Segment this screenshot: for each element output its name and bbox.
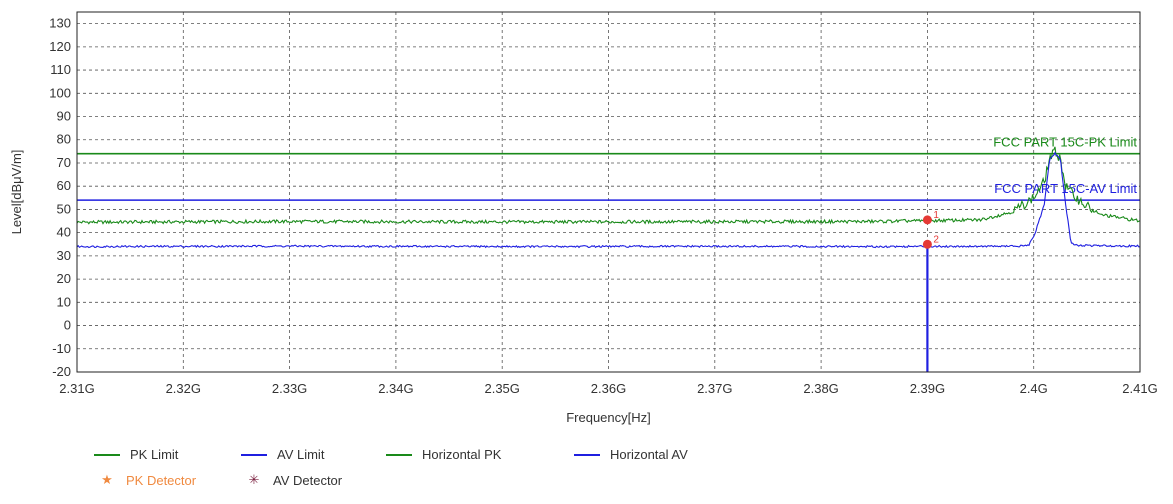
- legend-label: Horizontal AV: [610, 447, 688, 462]
- plot-frame: [76, 11, 1141, 373]
- limit-label: FCC PART 15C-PK Limit: [993, 135, 1137, 150]
- y-tick-label: 100: [49, 85, 71, 100]
- chart: -20 -10 0 10 20 30 40 50 60 70 80 90 100 110 120 130 2.3…: [9, 11, 1158, 425]
- x-tick-label: 2.32G: [166, 381, 201, 396]
- y-tick-label: 80: [57, 132, 71, 147]
- x-axis-label: Frequency[Hz]: [566, 410, 651, 425]
- y-tick-label: 90: [57, 109, 71, 124]
- y-tick-label: 20: [57, 271, 71, 286]
- y-tick-label: -10: [52, 341, 71, 356]
- legend-swatch: [386, 453, 412, 456]
- legend-label: AV Limit: [277, 447, 325, 462]
- legend-label: Horizontal PK: [422, 447, 502, 462]
- x-tick-label: 2.35G: [484, 381, 519, 396]
- y-tick-label: -20: [52, 364, 71, 379]
- legend-item: ✳ AV Detector: [241, 472, 343, 488]
- y-tick-label: 50: [57, 201, 71, 216]
- marker-point: [922, 239, 932, 249]
- y-tick-label: 130: [49, 16, 71, 31]
- legend-swatch: [574, 453, 600, 456]
- x-tick-label: 2.4G: [1020, 381, 1048, 396]
- legend-item: PK Limit: [94, 447, 178, 462]
- markers: 12: [922, 210, 939, 249]
- tick-labels: -20 -10 0 10 20 30 40 50 60 70 80 90 100 110 120 130 2.3…: [49, 16, 1157, 396]
- marker-point: [922, 215, 932, 225]
- legend-item: ★ PK Detector: [94, 472, 196, 488]
- x-tick-label: 2.31G: [59, 381, 94, 396]
- x-tick-label: 2.34G: [378, 381, 413, 396]
- y-tick-label: 0: [64, 318, 71, 333]
- series-lines: [76, 146, 1141, 372]
- legend-label: PK Limit: [130, 447, 179, 462]
- legend-item: Horizontal PK: [386, 447, 501, 462]
- legend-swatch: [241, 453, 267, 456]
- legend-item: AV Limit: [241, 447, 324, 462]
- y-axis-label: Level[dBμV/m]: [9, 150, 24, 235]
- x-tick-label: 2.38G: [803, 381, 838, 396]
- marker-label: 1: [933, 210, 939, 221]
- y-tick-label: 60: [57, 178, 71, 193]
- x-tick-label: 2.36G: [591, 381, 626, 396]
- legend-label: PK Detector: [126, 472, 197, 488]
- y-tick-label: 10: [57, 294, 71, 309]
- x-tick-label: 2.41G: [1122, 381, 1157, 396]
- legend-item: Horizontal AV: [574, 447, 688, 462]
- y-tick-label: 120: [49, 39, 71, 54]
- grid: [76, 12, 1141, 373]
- marker-label: 2: [933, 234, 939, 245]
- y-tick-label: 40: [57, 225, 71, 240]
- legend-swatch: [94, 453, 120, 456]
- x-tick-label: 2.33G: [272, 381, 307, 396]
- series-line: [76, 151, 1141, 249]
- y-tick-label: 30: [57, 248, 71, 263]
- y-tick-label: 110: [50, 62, 71, 77]
- x-tick-label: 2.39G: [910, 381, 945, 396]
- y-tick-label: 70: [57, 155, 71, 170]
- asterisk-icon: ✳: [248, 472, 260, 487]
- series-line: [76, 146, 1141, 225]
- x-tick-label: 2.37G: [697, 381, 732, 396]
- star-icon: ★: [101, 472, 113, 487]
- legend-label: AV Detector: [273, 472, 343, 488]
